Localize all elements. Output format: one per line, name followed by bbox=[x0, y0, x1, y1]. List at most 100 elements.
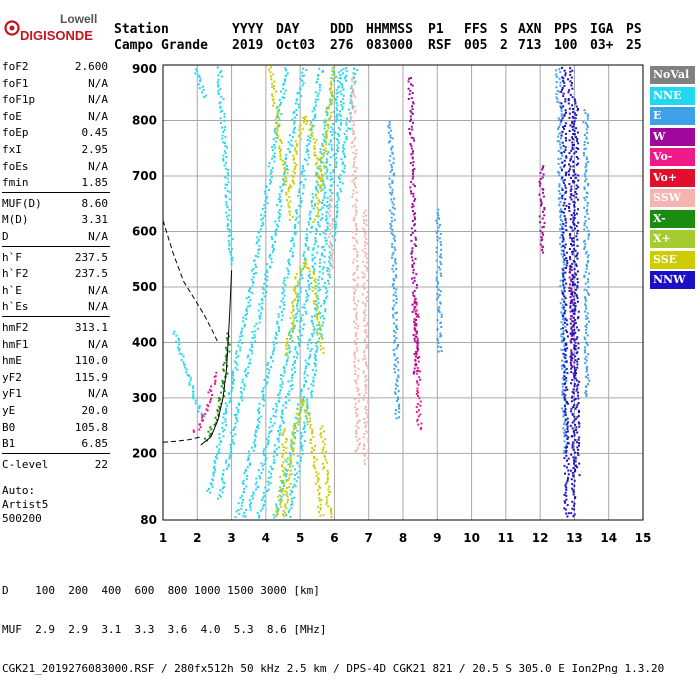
echo-point bbox=[351, 127, 354, 130]
echo-point bbox=[314, 359, 317, 361]
echo-point bbox=[262, 393, 265, 396]
echo-point bbox=[322, 133, 325, 136]
echo-point bbox=[264, 273, 267, 276]
echo-point bbox=[555, 86, 558, 89]
echo-point bbox=[321, 213, 324, 216]
echo-point bbox=[264, 200, 267, 203]
echo-point bbox=[259, 477, 261, 480]
echo-point bbox=[570, 188, 573, 191]
echo-point bbox=[232, 442, 235, 445]
echo-point bbox=[214, 380, 217, 383]
param-separator bbox=[2, 316, 110, 317]
echo-point bbox=[298, 267, 301, 270]
echo-point bbox=[298, 329, 301, 332]
echo-point bbox=[206, 489, 209, 492]
echo-point bbox=[316, 307, 319, 310]
echo-point bbox=[416, 372, 419, 375]
echo-point bbox=[258, 314, 261, 317]
echo-point bbox=[323, 299, 325, 302]
echo-point bbox=[289, 493, 292, 496]
echo-point bbox=[570, 351, 573, 354]
echo-point bbox=[235, 418, 238, 421]
echo-point bbox=[573, 98, 576, 101]
echo-point bbox=[439, 322, 442, 324]
echo-point bbox=[222, 363, 225, 366]
echo-point bbox=[311, 447, 314, 449]
echo-point bbox=[316, 181, 319, 184]
echo-point bbox=[355, 304, 358, 307]
echo-point bbox=[335, 113, 338, 116]
echo-point bbox=[273, 156, 276, 159]
echo-point bbox=[229, 220, 232, 222]
echo-point bbox=[412, 192, 415, 195]
echo-point bbox=[355, 152, 358, 155]
echo-point bbox=[413, 167, 416, 170]
legend-item: X+ bbox=[650, 230, 695, 248]
echo-point bbox=[284, 511, 287, 514]
echo-point bbox=[302, 121, 305, 124]
echo-point bbox=[290, 443, 293, 446]
echo-point bbox=[586, 334, 589, 337]
echo-point bbox=[573, 312, 576, 315]
echo-point bbox=[565, 386, 568, 389]
echo-point bbox=[333, 228, 336, 231]
echo-point bbox=[435, 271, 438, 274]
echo-point bbox=[222, 154, 225, 157]
header-label-ffs: FFS bbox=[464, 22, 488, 37]
echo-point bbox=[307, 135, 310, 138]
legend-item: NoVal bbox=[650, 66, 695, 84]
echo-point bbox=[571, 293, 574, 296]
echo-point bbox=[564, 378, 567, 381]
echo-point bbox=[539, 221, 542, 224]
echo-point bbox=[440, 243, 442, 246]
echo-point bbox=[296, 429, 299, 432]
param-name: C-level bbox=[2, 457, 49, 471]
echo-point bbox=[391, 169, 393, 171]
echo-point bbox=[576, 252, 579, 255]
echo-point bbox=[394, 339, 396, 342]
echo-point bbox=[221, 473, 224, 476]
echo-point bbox=[584, 199, 587, 202]
echo-point bbox=[291, 215, 294, 218]
echo-point bbox=[228, 198, 231, 201]
echo-point bbox=[280, 488, 283, 491]
echo-point bbox=[268, 369, 271, 372]
echo-point bbox=[282, 493, 285, 496]
echo-point bbox=[437, 341, 440, 344]
echo-point bbox=[274, 336, 277, 339]
echo-point bbox=[216, 453, 218, 456]
echo-point bbox=[255, 265, 258, 268]
echo-point bbox=[564, 389, 567, 392]
echo-point bbox=[409, 133, 412, 136]
echo-point bbox=[436, 337, 439, 340]
echo-point bbox=[320, 161, 323, 164]
echo-point bbox=[315, 309, 318, 312]
echo-point bbox=[564, 348, 566, 351]
echo-point bbox=[321, 144, 324, 147]
echo-point bbox=[260, 498, 263, 501]
echo-point bbox=[273, 450, 276, 453]
echo-point bbox=[574, 377, 577, 380]
echo-point bbox=[331, 177, 334, 180]
echo-point bbox=[268, 182, 271, 185]
echo-point bbox=[563, 457, 566, 460]
echo-point bbox=[323, 261, 326, 264]
echo-point bbox=[354, 288, 357, 291]
echo-point bbox=[308, 338, 311, 341]
echo-point bbox=[292, 170, 295, 173]
echo-point bbox=[254, 272, 257, 274]
echo-point bbox=[572, 316, 575, 319]
echo-point bbox=[286, 267, 289, 270]
echo-point bbox=[307, 149, 309, 152]
echo-point bbox=[225, 359, 228, 362]
echo-point bbox=[365, 374, 368, 377]
echo-point bbox=[414, 297, 417, 300]
echo-point bbox=[585, 386, 588, 388]
echo-point bbox=[318, 485, 321, 488]
echo-point bbox=[312, 325, 315, 328]
echo-point bbox=[575, 105, 578, 108]
echo-point bbox=[407, 80, 410, 83]
echo-point bbox=[292, 435, 295, 438]
echo-point bbox=[558, 101, 561, 104]
echo-point bbox=[242, 316, 245, 319]
